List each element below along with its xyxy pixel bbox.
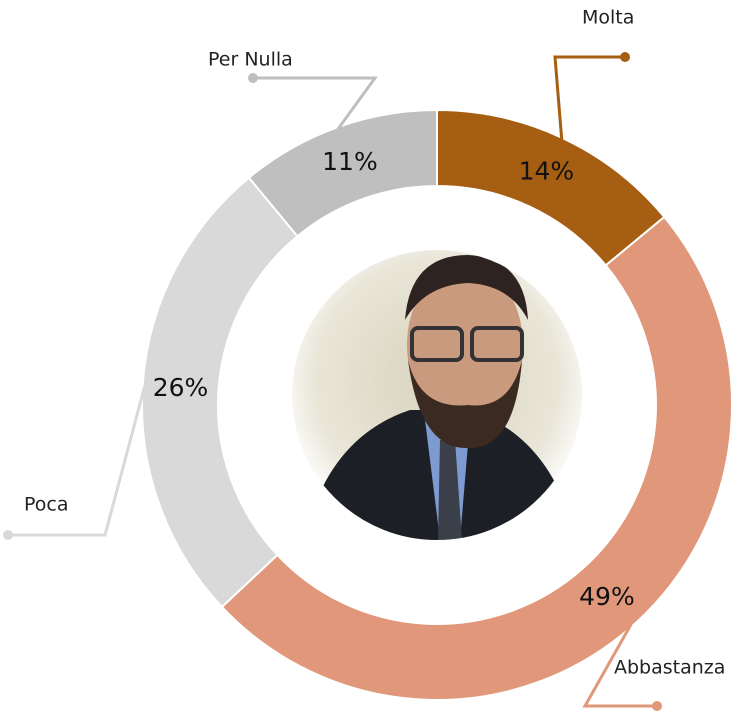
page: {"chart_data": {"type": "donut", "catego… bbox=[0, 0, 748, 715]
value-label: 11% bbox=[322, 147, 378, 176]
value-label: 49% bbox=[579, 582, 635, 611]
leader-line bbox=[555, 57, 625, 140]
category-label: Abbastanza bbox=[614, 657, 725, 679]
value-label: 14% bbox=[519, 156, 575, 185]
leader-dot bbox=[248, 73, 258, 83]
category-label: Molta bbox=[582, 7, 634, 29]
category-label: Per Nulla bbox=[208, 49, 293, 71]
donut-slice bbox=[437, 110, 664, 265]
leader-dot bbox=[652, 701, 662, 711]
value-label: 26% bbox=[153, 373, 209, 402]
photo bbox=[289, 247, 585, 560]
leader-dot bbox=[620, 52, 630, 62]
chart: 14% Molta 49% Abbastanza 26% Poca 11% Per Nulla bbox=[0, 0, 748, 715]
category-label: Poca bbox=[24, 494, 69, 516]
leader-dot bbox=[3, 530, 13, 540]
